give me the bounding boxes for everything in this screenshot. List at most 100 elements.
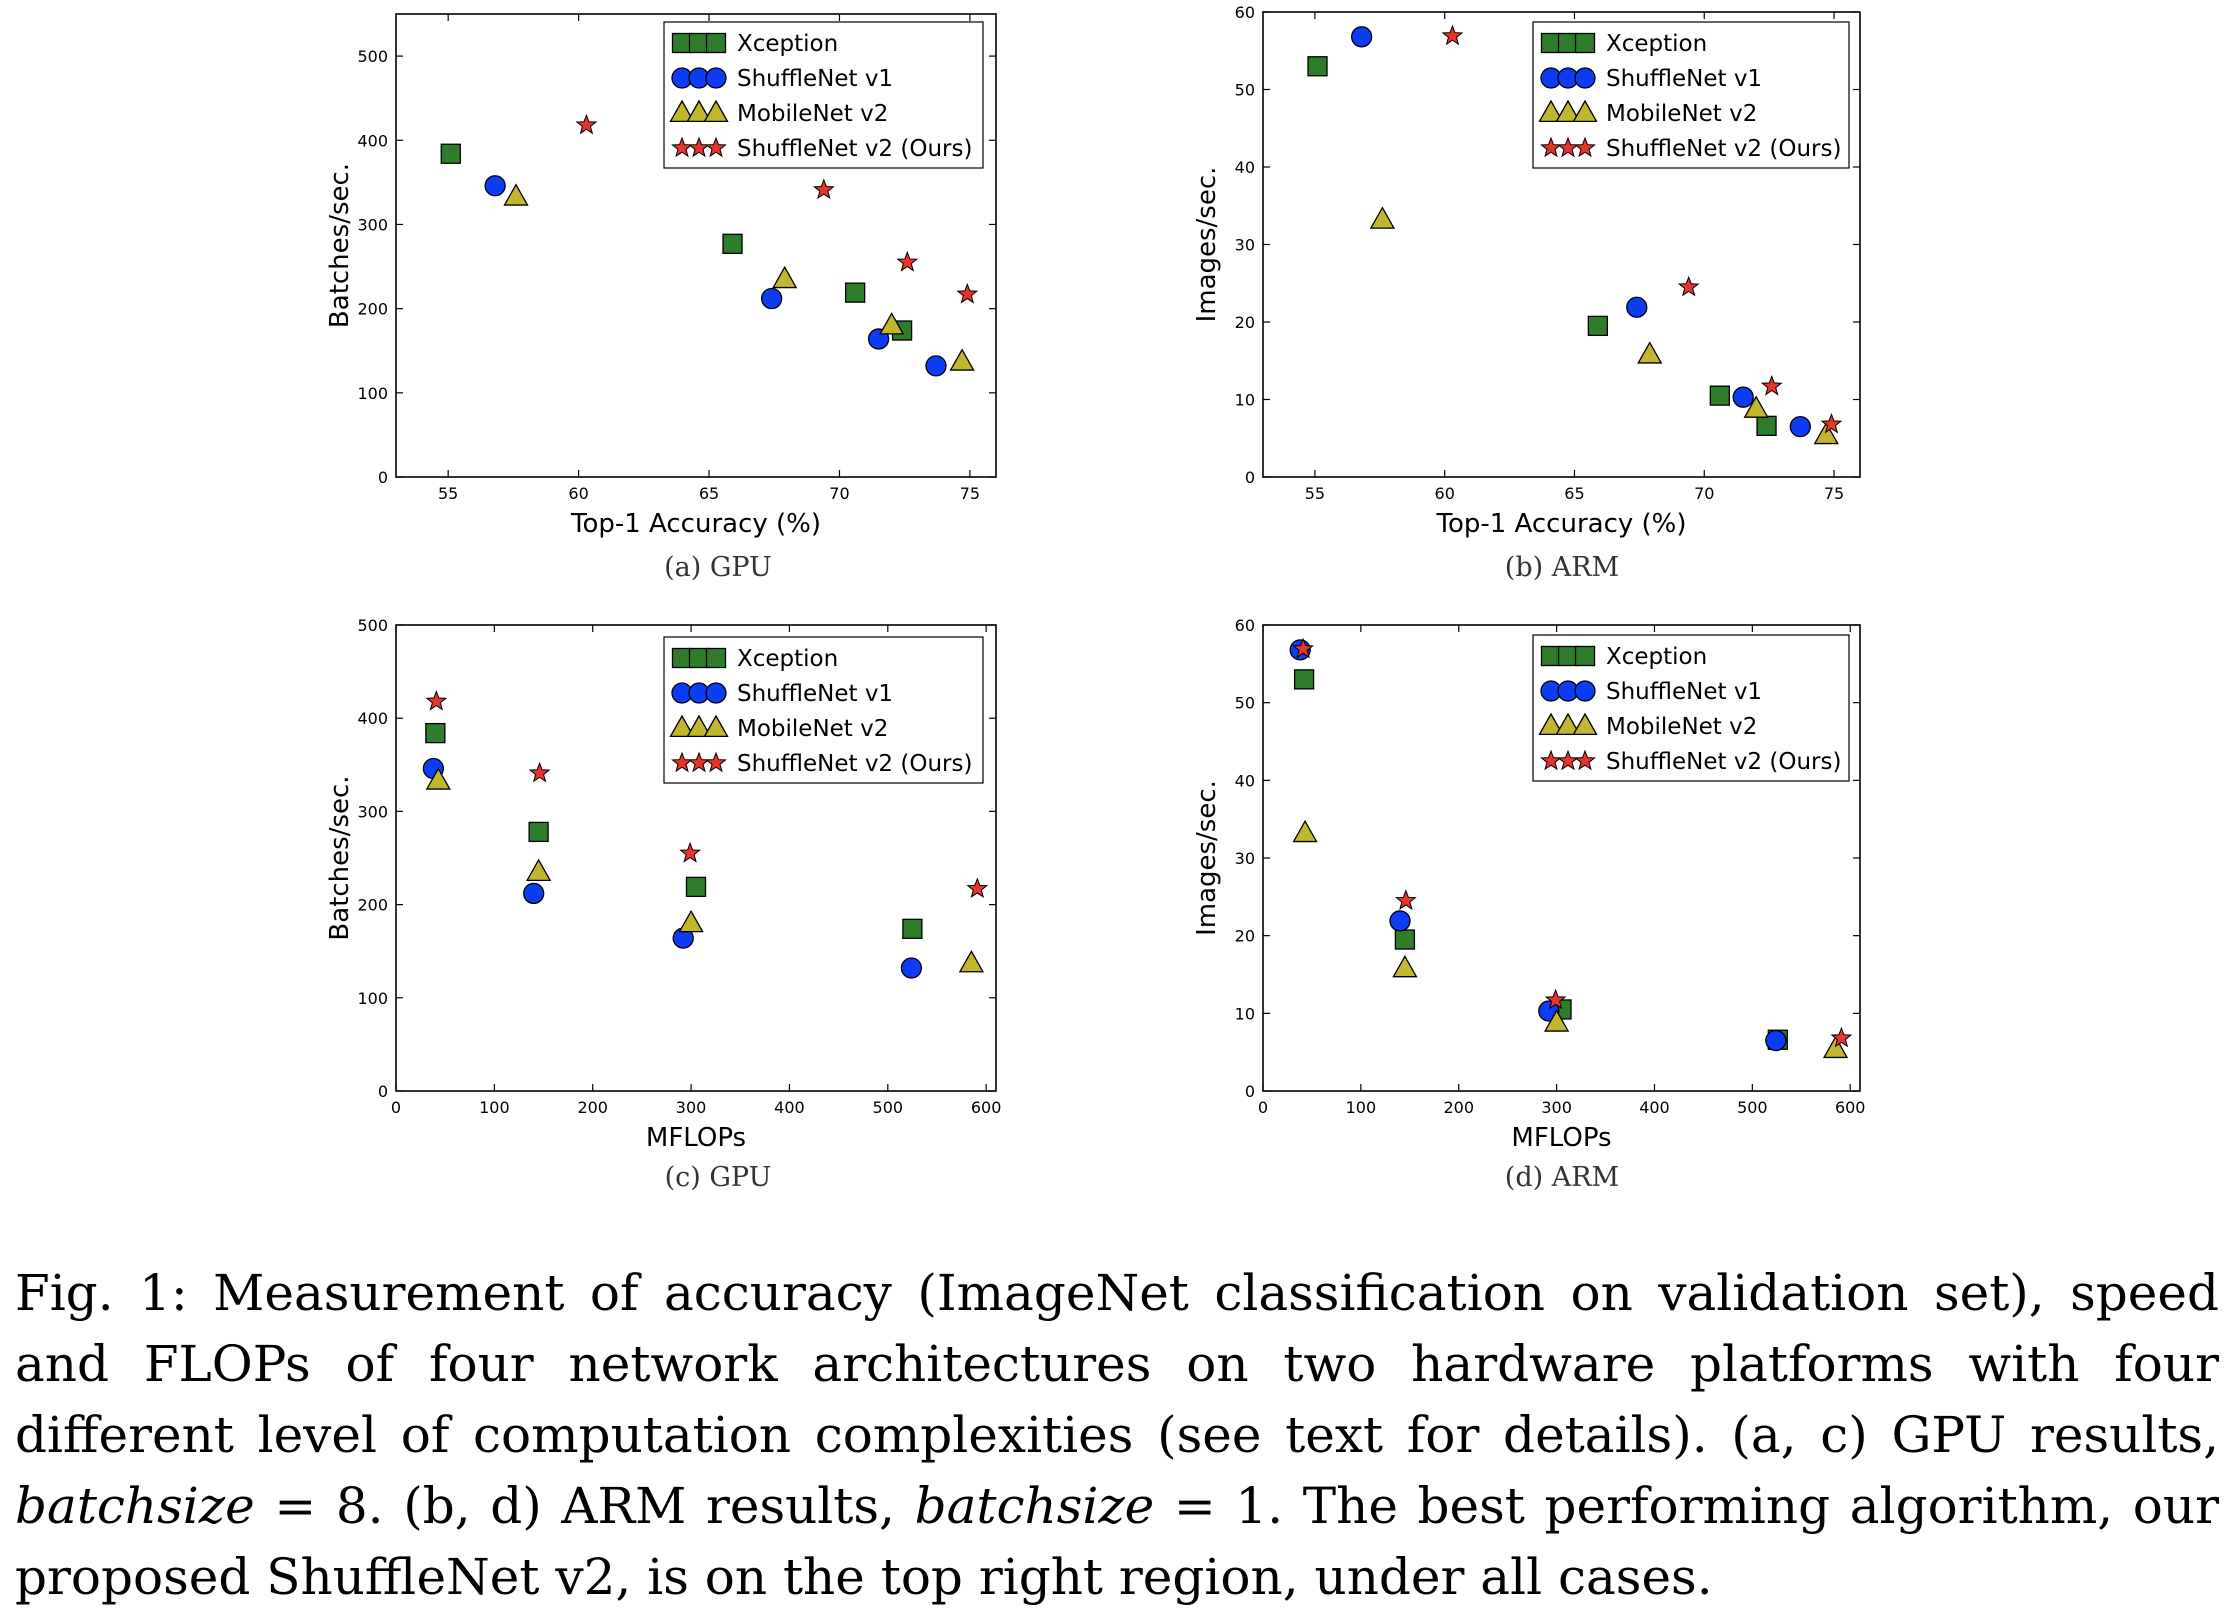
subcaption: (a) GPU	[664, 552, 772, 583]
caption-arm-batchsize: batchsize	[914, 1477, 1155, 1535]
legend: Xception ShuffleNet v1 MobileNet v2 Shuffle…	[663, 636, 984, 784]
y-tick-label: 200	[357, 896, 388, 915]
caption-gpu-eq: = 8. (b, d) ARM results,	[254, 1477, 915, 1535]
y-tick-label: 40	[1235, 771, 1255, 790]
x-axis-label: Top-1 Accuracy (%)	[1435, 509, 1686, 539]
x-tick-label: 60	[1435, 484, 1455, 503]
data-point-shufflenet-v2-ours	[1830, 1026, 1853, 1048]
subcaption: (d) ARM	[1505, 1162, 1619, 1193]
y-tick-label: 400	[357, 709, 388, 728]
y-tick-label: 60	[1235, 3, 1255, 22]
data-point-mobilenet-v2	[1392, 954, 1418, 978]
data-point-shufflenet-v2-ours	[956, 282, 979, 304]
x-tick-label: 600	[971, 1098, 1002, 1117]
x-tick-label: 300	[1541, 1098, 1572, 1117]
y-tick-label: 500	[357, 616, 388, 635]
legend: Xception ShuffleNet v1 MobileNet v2 Shuffle…	[1532, 634, 1850, 782]
y-axis-label: Batches/sec.	[325, 163, 355, 328]
legend-label-shufflenet-v1: ShuffleNet v1	[1606, 66, 1762, 92]
data-point-shufflenet-v1	[1765, 1029, 1787, 1052]
legend-marker-mobilenet-v2	[703, 99, 729, 123]
y-axis-label: Batches/sec.	[325, 775, 355, 940]
y-tick-label: 500	[357, 47, 388, 66]
data-point-mobilenet-v2	[425, 767, 451, 790]
legend-label-shufflenet-v2-ours: ShuffleNet v2 (Ours)	[737, 751, 972, 777]
legend-marker-xception	[1557, 32, 1579, 54]
data-point-shufflenet-v2-ours	[575, 113, 598, 135]
y-tick-label: 0	[378, 1082, 388, 1101]
legend-label-mobilenet-v2: MobileNet v2	[737, 716, 888, 742]
plot-frame	[395, 624, 997, 1092]
x-tick-label: 0	[391, 1098, 401, 1117]
chart-panel-d: 0 100 200 300 400 500 600 0 10 20 30 40 50 60 MFLOPs Im…	[1192, 616, 1865, 1193]
data-point-shufflenet-v1	[1350, 26, 1373, 48]
legend-marker-shufflenet-v1	[1574, 67, 1596, 89]
x-tick-label: 75	[960, 484, 980, 503]
x-axis-label: MFLOPs	[646, 1123, 746, 1153]
data-point-xception	[1307, 56, 1328, 77]
chart-panel-c: 0 100 200 300 400 500 600 0 100 200 300 400 500 MFLOP…	[325, 616, 1001, 1193]
legend-label-shufflenet-v1: ShuffleNet v1	[1606, 679, 1762, 705]
x-tick-label: 300	[676, 1098, 707, 1117]
y-axis-label: Images/sec.	[1192, 167, 1222, 323]
y-tick-label: 300	[357, 802, 388, 821]
data-point-shufflenet-v2-ours	[1677, 275, 1700, 297]
data-point-mobilenet-v2	[879, 312, 905, 335]
data-point-mobilenet-v2	[1292, 819, 1318, 843]
legend-marker-mobilenet-v2	[1572, 712, 1598, 736]
y-tick-label: 10	[1235, 391, 1255, 410]
data-point-xception	[440, 143, 461, 164]
data-point-shufflenet-v2-ours	[966, 877, 989, 899]
legend-marker-xception	[1540, 32, 1562, 54]
caption-lead: Fig. 1: Measurement of accuracy (ImageNe…	[15, 1264, 2219, 1464]
data-point-mobilenet-v2	[949, 348, 975, 371]
caption-arm-eq: = 1. The best performing algorithm, our …	[15, 1477, 2220, 1606]
data-point-mobilenet-v2	[1637, 341, 1663, 364]
data-point-mobilenet-v2	[503, 183, 529, 206]
legend: Xception ShuffleNet v1 MobileNet v2 Shuffle…	[663, 21, 984, 169]
legend-marker-shufflenet-v1	[705, 67, 727, 89]
legend-label-shufflenet-v2-ours: ShuffleNet v2 (Ours)	[737, 136, 972, 162]
data-point-mobilenet-v2	[525, 858, 552, 882]
y-tick-label: 30	[1235, 849, 1255, 868]
y-tick-label: 10	[1235, 1004, 1255, 1023]
data-point-shufflenet-v2-ours	[896, 250, 919, 272]
legend-marker-mobilenet-v2	[703, 714, 729, 738]
subcaption: (b) ARM	[1505, 552, 1619, 583]
subcaption: (c) GPU	[665, 1162, 772, 1193]
data-point-shufflenet-v2-ours	[1760, 374, 1783, 396]
data-point-shufflenet-v2-ours	[1395, 889, 1417, 910]
data-point-mobilenet-v2	[1543, 1009, 1570, 1032]
y-tick-label: 100	[357, 989, 388, 1008]
caption-gpu-batchsize: batchsize	[15, 1477, 255, 1535]
legend-label-shufflenet-v1: ShuffleNet v1	[737, 681, 893, 707]
legend-marker-mobilenet-v2	[1538, 712, 1564, 736]
y-axis-label: Images/sec.	[1192, 780, 1222, 936]
x-tick-label: 70	[829, 484, 849, 503]
legend-label-xception: Xception	[1606, 644, 1707, 670]
legend-label-xception: Xception	[737, 646, 838, 672]
data-point-mobilenet-v2	[1813, 421, 1839, 445]
legend-marker-xception	[1574, 645, 1596, 667]
x-axis-label: Top-1 Accuracy (%)	[570, 509, 821, 539]
data-point-shufflenet-v2-ours	[812, 178, 835, 200]
y-tick-label: 50	[1235, 694, 1255, 713]
data-point-shufflenet-v1	[1626, 296, 1648, 318]
legend-label-xception: Xception	[1606, 31, 1707, 57]
x-tick-label: 100	[479, 1098, 510, 1117]
legend-marker-mobilenet-v2	[669, 99, 695, 123]
legend-marker-shufflenet-v2-ours	[1574, 749, 1596, 771]
legend-marker-shufflenet-v1	[705, 682, 727, 704]
x-tick-label: 200	[1443, 1098, 1474, 1117]
y-tick-label: 40	[1235, 158, 1255, 177]
legend-label-mobilenet-v2: MobileNet v2	[1606, 101, 1757, 127]
data-point-shufflenet-v1	[523, 882, 545, 905]
data-point-xception	[722, 233, 743, 254]
data-point-shufflenet-v1	[484, 175, 506, 197]
legend-marker-xception	[688, 647, 710, 669]
data-point-shufflenet-v1	[1389, 910, 1411, 932]
data-point-xception	[528, 821, 549, 843]
legend-label-mobilenet-v2: MobileNet v2	[1606, 714, 1757, 740]
data-point-shufflenet-v1	[1789, 415, 1811, 438]
